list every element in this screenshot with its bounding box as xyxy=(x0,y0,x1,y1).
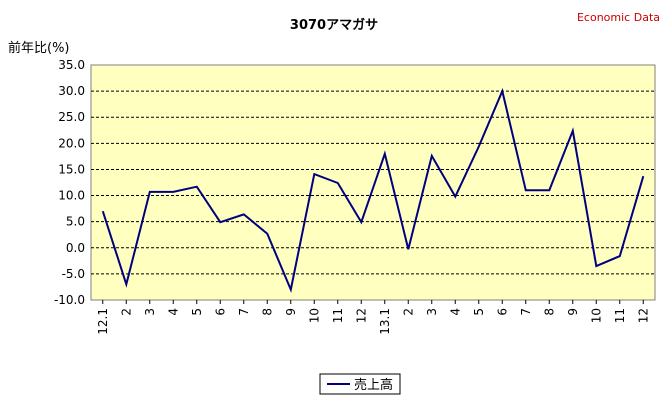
x-tick-label: 7 xyxy=(519,308,533,316)
x-tick-label: 8 xyxy=(260,308,274,316)
y-tick-labels: -10.0 -5.0 0.0 5.0 10.0 15.0 20.0 25.0 30.0 35.0 xyxy=(54,58,85,307)
y-tick-label: 35.0 xyxy=(58,58,85,72)
x-tick-label: 5 xyxy=(190,308,204,316)
y-tick-label: -5.0 xyxy=(62,267,85,281)
y-tick-label: 25.0 xyxy=(58,110,85,124)
legend-box xyxy=(319,373,401,395)
x-tick-label: 11 xyxy=(613,308,627,323)
y-axis-label: 前年比(%) xyxy=(8,40,70,56)
y-tick-label: 5.0 xyxy=(66,215,85,229)
plot-area xyxy=(90,64,656,301)
x-tick-label: 11 xyxy=(331,308,345,323)
x-tick-label: 4 xyxy=(448,308,462,316)
x-tick-label: 3 xyxy=(143,308,157,316)
y-tick-label: 20.0 xyxy=(58,136,85,150)
x-tick-label: 7 xyxy=(237,308,251,316)
legend: 売上高 xyxy=(319,373,401,395)
x-tick-label: 5 xyxy=(472,308,486,316)
series-line xyxy=(101,87,645,293)
x-tick-label: 9 xyxy=(566,308,580,316)
x-tick-label: 10 xyxy=(589,308,603,323)
y-tick-label: -10.0 xyxy=(54,293,85,307)
x-tick-label: 6 xyxy=(213,308,227,316)
y-tick-label: 0.0 xyxy=(66,241,85,255)
x-tick-label: 12 xyxy=(636,308,650,323)
x-tick-label: 9 xyxy=(284,308,298,316)
x-tick-label: 12 xyxy=(354,308,368,323)
x-tick-labels: 12.1 2 3 4 5 6 7 8 9 10 11 12 13.1 2 3 4 5 6 7 8 9 10 11 12 xyxy=(96,300,650,335)
y-tick-label: 10.0 xyxy=(58,189,85,203)
grid-lines xyxy=(91,90,655,275)
x-tick-label: 2 xyxy=(401,308,415,316)
brand-label: Economic Data xyxy=(577,11,660,24)
x-tick-label: 10 xyxy=(307,308,321,323)
y-tick-label: 15.0 xyxy=(58,162,85,176)
x-tick-label: 4 xyxy=(166,308,180,316)
x-tick-label: 6 xyxy=(495,308,509,316)
x-tick-label: 8 xyxy=(542,308,556,316)
x-tick-label: 3 xyxy=(425,308,439,316)
x-tick-label: 13.1 xyxy=(378,308,392,335)
legend-label: 売上高 xyxy=(354,377,393,393)
chart-title: 3070アマガサ xyxy=(290,18,378,33)
x-tick-label: 2 xyxy=(119,308,133,316)
y-tick-label: 30.0 xyxy=(58,84,85,98)
x-tick-label: 12.1 xyxy=(96,308,110,335)
